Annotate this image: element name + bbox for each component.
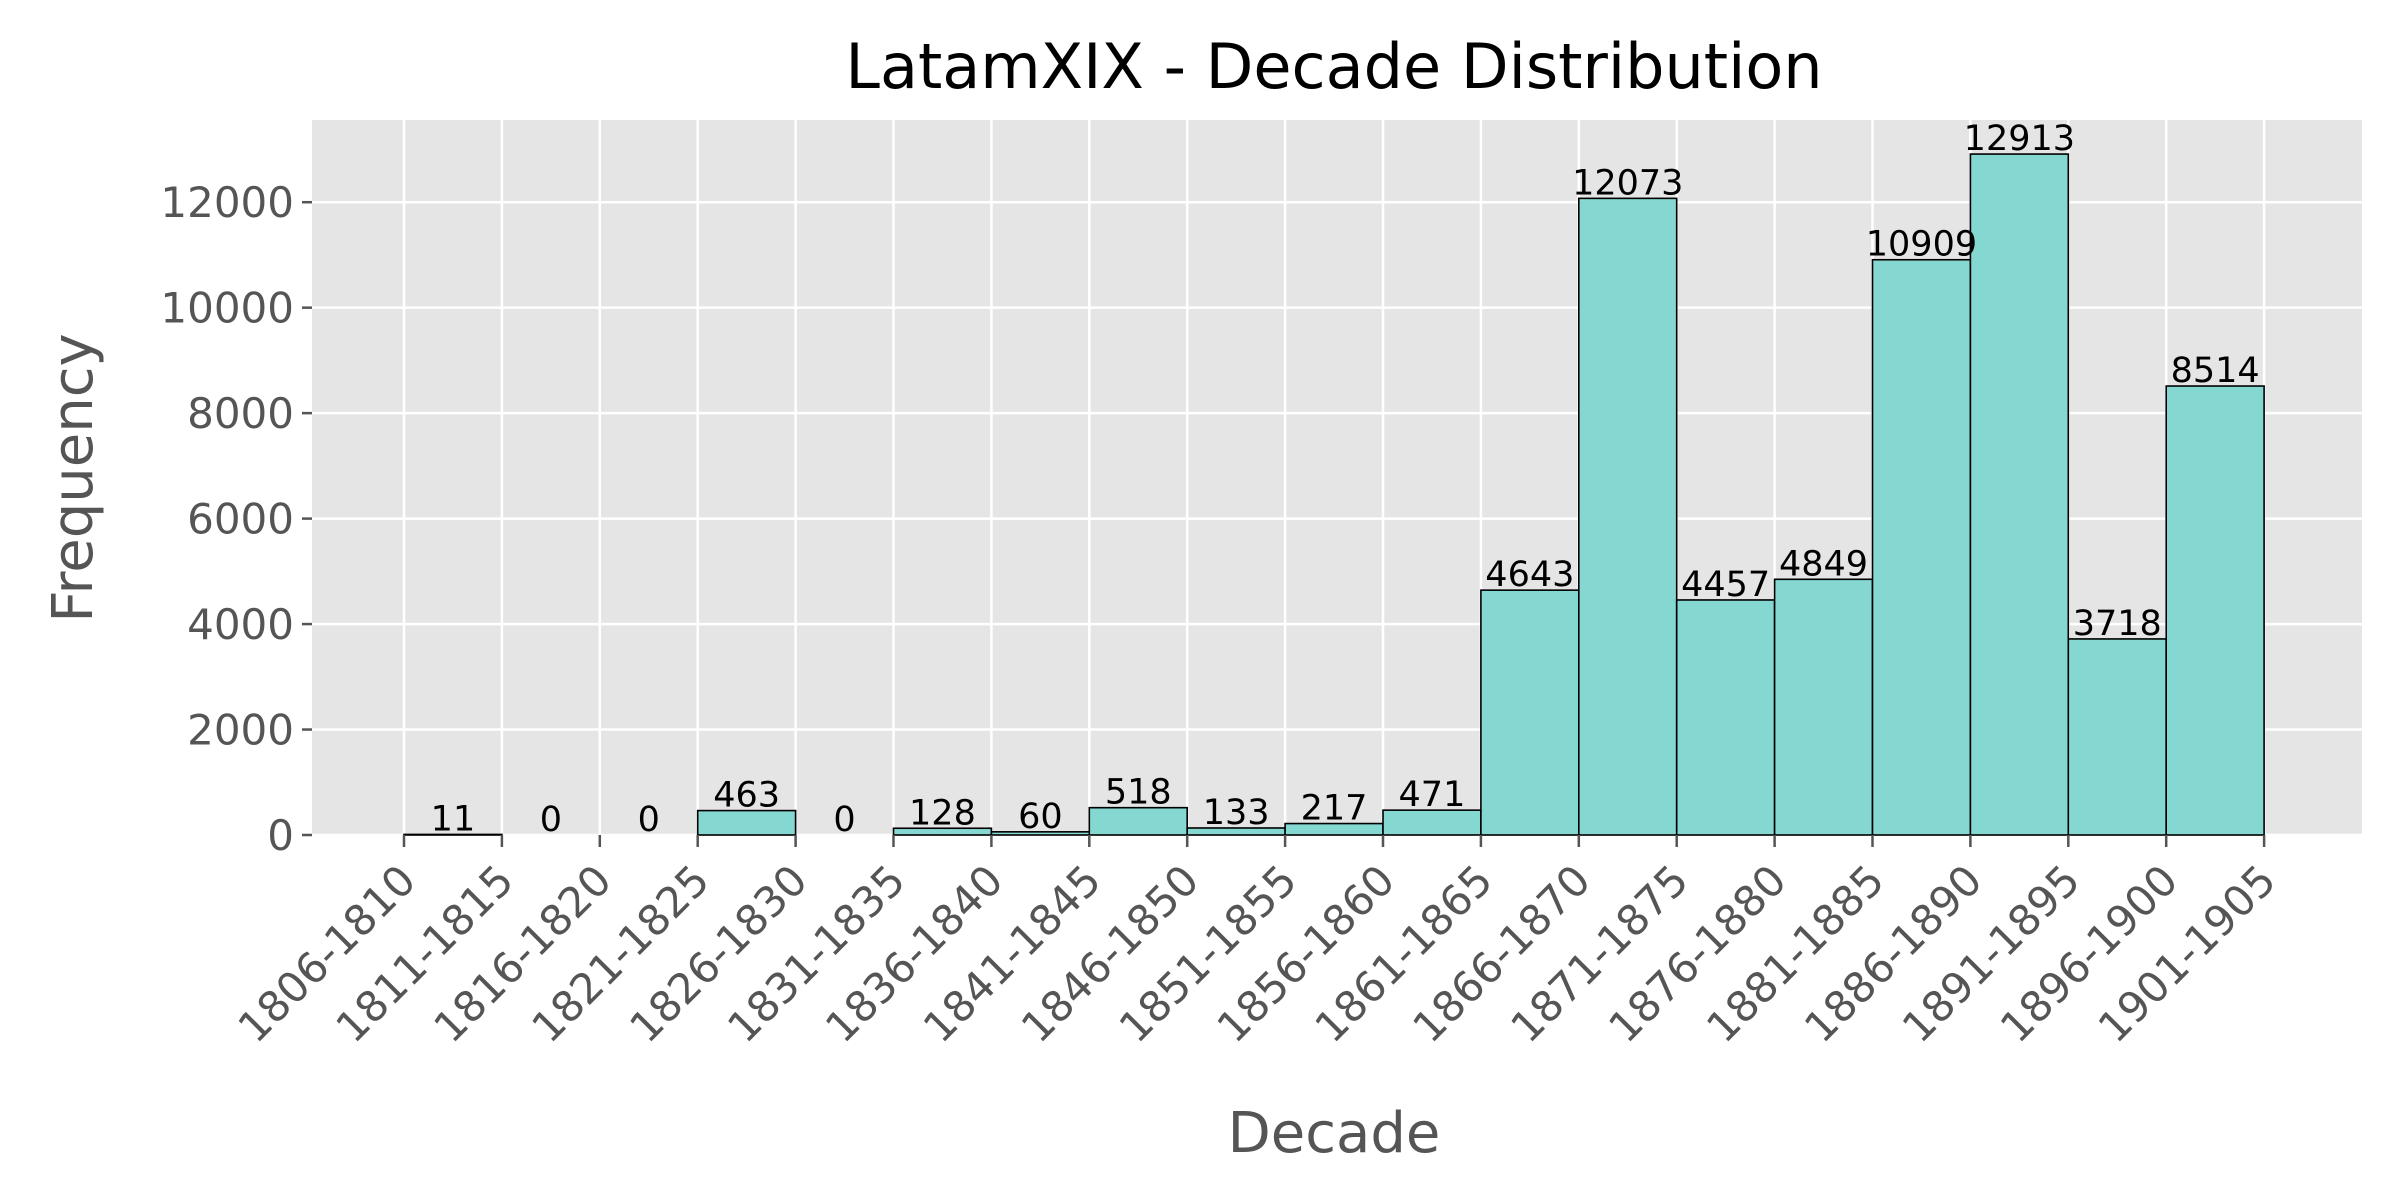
bar-value-labels: 11 0 0 463 0 128 60 518 133 217 471 4643 12073 445748…	[431, 119, 2260, 840]
bar-1841-1845	[1088, 806, 1189, 836]
bar-value-label: 3718	[2073, 604, 2162, 644]
y-tick-label: 0	[267, 811, 294, 860]
bar-1806-1810	[403, 833, 503, 836]
y-tick-label: 8000	[187, 389, 294, 438]
y-tick-label: 6000	[187, 495, 294, 544]
bar-1861-1865	[1480, 589, 1580, 836]
bar-value-label: 4457	[1681, 565, 1770, 605]
bar-value-label: 12913	[1964, 119, 2075, 159]
bar-value-label: 4849	[1779, 544, 1868, 584]
bar-value-label: 133	[1203, 793, 1270, 833]
y-tick-label: 4000	[187, 600, 294, 649]
bar-value-label: 4643	[1485, 555, 1574, 595]
bar-value-label: 0	[833, 800, 855, 840]
x-axis-label: Decade	[1228, 1101, 1441, 1166]
y-axis-ticks: 0 2000 4000 6000 8000 10000 12000	[160, 178, 312, 860]
bar-1866-1870	[1578, 197, 1678, 836]
bar-value-label: 10909	[1866, 225, 1977, 265]
bar-1881-1885	[1871, 258, 1972, 836]
bar-value-label: 518	[1105, 773, 1172, 813]
bar-value-label: 12073	[1572, 163, 1683, 203]
bar-value-label: 471	[1399, 775, 1466, 815]
bar-1871-1875	[1675, 599, 1776, 836]
y-tick-label: 12000	[160, 178, 294, 227]
bar-value-label: 0	[540, 800, 562, 840]
bar-value-label: 60	[1018, 797, 1063, 837]
bar-value-label: 0	[638, 800, 660, 840]
bar-value-label: 463	[713, 776, 780, 816]
y-tick-label: 2000	[187, 706, 294, 755]
bar-value-label: 8514	[2171, 351, 2260, 391]
bar-1891-1895	[2067, 638, 2168, 836]
bar-1886-1890	[1969, 153, 2070, 836]
bar-value-label: 217	[1301, 789, 1368, 829]
y-axis-label: Frequency	[41, 333, 106, 622]
bar-1821-1825	[696, 809, 797, 836]
bars	[403, 153, 2265, 836]
bar-value-label: 11	[431, 799, 476, 839]
bar-1896-1900	[2165, 385, 2265, 836]
y-tick-label: 10000	[160, 284, 294, 333]
bar-value-label: 128	[909, 793, 976, 833]
chart-title: LatamXIX - Decade Distribution	[845, 30, 1822, 103]
x-axis-ticks: 1806-18101811-18151816-18201821-18251826…	[229, 835, 2285, 1052]
bar-1876-1880	[1773, 578, 1874, 836]
